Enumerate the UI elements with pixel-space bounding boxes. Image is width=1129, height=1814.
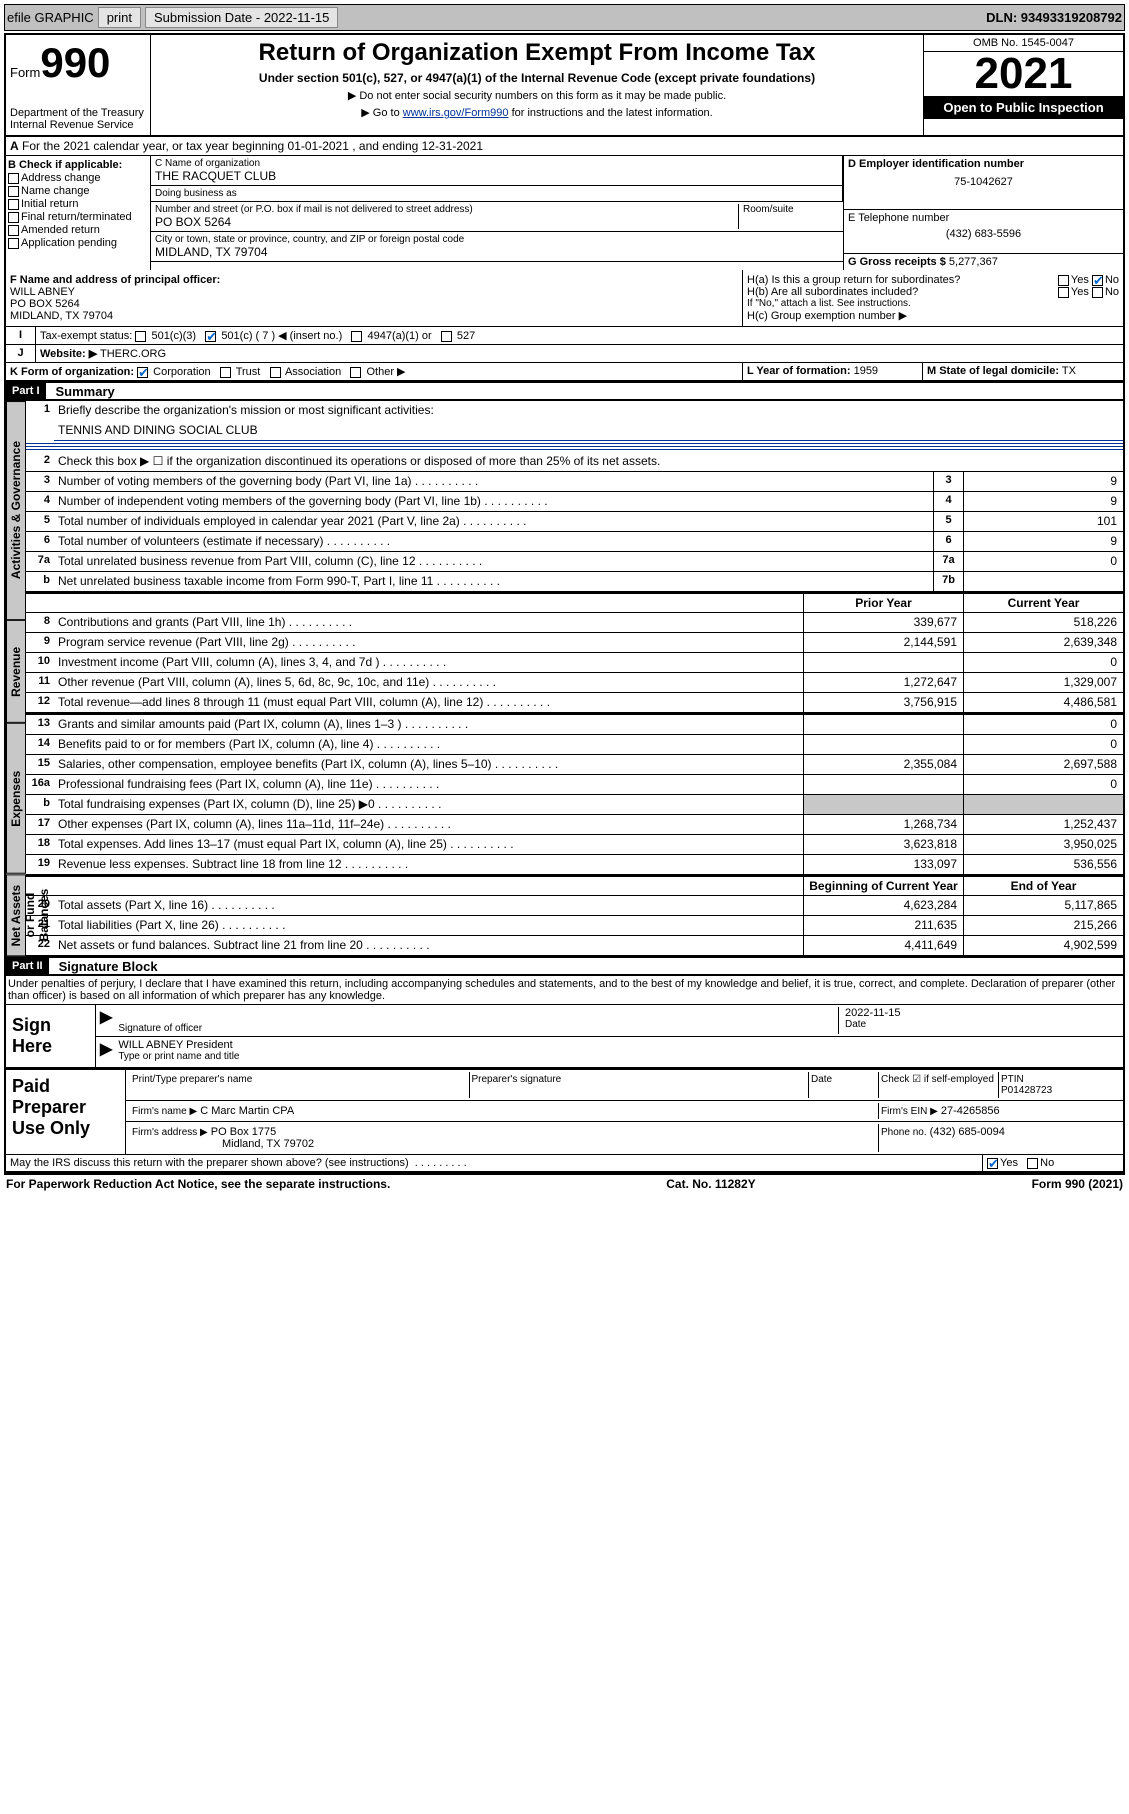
- officer-addr: PO BOX 5264: [10, 298, 738, 310]
- form-container: Form990 Department of the Treasury Inter…: [4, 33, 1125, 1175]
- goto-instruction: ▶ Go to www.irs.gov/Form990 for instruct…: [155, 106, 919, 119]
- sig-type-label: Type or print name and title: [118, 1051, 1119, 1062]
- year-formation: L Year of formation: 1959: [743, 363, 923, 380]
- tab-netassets: Net Assets or Fund Balances: [6, 874, 26, 956]
- ssn-warning: ▶ Do not enter social security numbers o…: [155, 89, 919, 102]
- city-label: City or town, state or province, country…: [155, 234, 839, 245]
- summary-line: bNet unrelated business taxable income f…: [26, 572, 1123, 592]
- tab-governance: Activities & Governance: [6, 401, 26, 620]
- form-subtitle: Under section 501(c), 527, or 4947(a)(1)…: [155, 71, 919, 85]
- summary-line: 11Other revenue (Part VIII, column (A), …: [26, 673, 1123, 693]
- dba-label: Doing business as: [155, 188, 838, 199]
- print-button[interactable]: print: [98, 7, 141, 28]
- mission-value: TENNIS AND DINING SOCIAL CLUB: [54, 421, 1123, 441]
- officer-block: F Name and address of principal officer:…: [6, 270, 743, 326]
- summary-line: 3Number of voting members of the governi…: [26, 472, 1123, 492]
- summary-line: 19Revenue less expenses. Subtract line 1…: [26, 855, 1123, 875]
- group-return-block: H(a) Is this a group return for subordin…: [743, 270, 1123, 326]
- line2-checkbox: Check this box ▶ ☐ if the organization d…: [54, 452, 1123, 471]
- summary-line: 17Other expenses (Part IX, column (A), l…: [26, 815, 1123, 835]
- room-label: Room/suite: [743, 204, 839, 215]
- tab-expenses: Expenses: [6, 723, 26, 874]
- summary-line: 6Total number of volunteers (estimate if…: [26, 532, 1123, 552]
- summary-line: 15Salaries, other compensation, employee…: [26, 755, 1123, 775]
- state-domicile: M State of legal domicile: TX: [923, 363, 1123, 380]
- ptin-value: P01428723: [1001, 1085, 1052, 1096]
- sig-date-label: Date: [845, 1019, 1119, 1030]
- prior-year-header: Prior Year: [803, 594, 963, 612]
- tab-revenue: Revenue: [6, 620, 26, 723]
- firm-name: C Marc Martin CPA: [200, 1105, 294, 1117]
- mission-label: Briefly describe the organization's miss…: [54, 401, 1123, 421]
- section-a-taxyear: A For the 2021 calendar year, or tax yea…: [6, 137, 1123, 156]
- sig-officer-label: Signature of officer: [118, 1023, 838, 1034]
- website-row: Website: ▶ THERC.ORG: [36, 345, 1123, 362]
- sig-date-value: 2022-11-15: [845, 1007, 1119, 1019]
- summary-line: 9Program service revenue (Part VIII, lin…: [26, 633, 1123, 653]
- sig-name-value: WILL ABNEY President: [118, 1039, 1119, 1051]
- firm-addr2: Midland, TX 79702: [222, 1138, 314, 1150]
- officer-name: WILL ABNEY: [10, 286, 738, 298]
- dept-label: Department of the Treasury: [10, 107, 146, 119]
- submission-date: Submission Date - 2022-11-15: [145, 7, 338, 28]
- org-name: THE RACQUET CLUB: [155, 169, 838, 183]
- summary-line: 5Total number of individuals employed in…: [26, 512, 1123, 532]
- public-inspection: Open to Public Inspection: [924, 96, 1123, 119]
- tax-exempt-row: Tax-exempt status: 501(c)(3) 501(c) ( 7 …: [36, 327, 1123, 344]
- begin-year-header: Beginning of Current Year: [803, 877, 963, 895]
- officer-city: MIDLAND, TX 79704: [10, 310, 738, 322]
- gross-receipts-label: G Gross receipts $: [848, 256, 946, 268]
- phone-value: (432) 683-5596: [848, 228, 1119, 240]
- summary-line: 18Total expenses. Add lines 13–17 (must …: [26, 835, 1123, 855]
- summary-line: 12Total revenue—add lines 8 through 11 (…: [26, 693, 1123, 713]
- summary-line: 8Contributions and grants (Part VIII, li…: [26, 613, 1123, 633]
- summary-line: bTotal fundraising expenses (Part IX, co…: [26, 795, 1123, 815]
- summary-line: 21Total liabilities (Part X, line 26)211…: [26, 916, 1123, 936]
- entity-block: B Check if applicable: Address change Na…: [6, 156, 1123, 270]
- dln-label: DLN: 93493319208792: [986, 10, 1122, 25]
- ein-label: D Employer identification number: [848, 158, 1119, 170]
- summary-line: 22Net assets or fund balances. Subtract …: [26, 936, 1123, 956]
- city-value: MIDLAND, TX 79704: [155, 245, 839, 259]
- summary-line: 16aProfessional fundraising fees (Part I…: [26, 775, 1123, 795]
- firm-phone: (432) 685-0094: [930, 1126, 1005, 1138]
- part2-header: Part II Signature Block: [6, 956, 1123, 976]
- irs-label: Internal Revenue Service: [10, 119, 146, 131]
- website-value: THERC.ORG: [100, 348, 166, 360]
- summary-line: 14Benefits paid to or for members (Part …: [26, 735, 1123, 755]
- paid-preparer-label: Paid Preparer Use Only: [6, 1070, 126, 1154]
- current-year-header: Current Year: [963, 594, 1123, 612]
- address-value: PO BOX 5264: [155, 215, 738, 229]
- form-of-org-row: K Form of organization: Corporation Trus…: [6, 363, 743, 380]
- perjury-declaration: Under penalties of perjury, I declare th…: [6, 976, 1123, 1004]
- checkbox-column-b: B Check if applicable: Address change Na…: [6, 156, 151, 270]
- discuss-preparer: May the IRS discuss this return with the…: [6, 1155, 983, 1171]
- efile-topbar: efile GRAPHIC print Submission Date - 20…: [4, 4, 1125, 31]
- summary-line: 13Grants and similar amounts paid (Part …: [26, 715, 1123, 735]
- ein-value: 75-1042627: [848, 176, 1119, 188]
- summary-line: 7aTotal unrelated business revenue from …: [26, 552, 1123, 572]
- summary-line: 4Number of independent voting members of…: [26, 492, 1123, 512]
- end-year-header: End of Year: [963, 877, 1123, 895]
- form-version: Form 990 (2021): [1032, 1177, 1123, 1191]
- gross-receipts-value: 5,277,367: [949, 256, 998, 268]
- irs-link[interactable]: www.irs.gov/Form990: [403, 107, 509, 119]
- org-name-label: C Name of organization: [155, 158, 838, 169]
- pra-notice: For Paperwork Reduction Act Notice, see …: [6, 1177, 390, 1191]
- firm-ein: 27-4265856: [941, 1105, 1000, 1117]
- part1-header: Part I Summary: [6, 382, 1123, 401]
- summary-line: 20Total assets (Part X, line 16)4,623,28…: [26, 896, 1123, 916]
- sign-here-label: Sign Here: [6, 1005, 96, 1067]
- tax-year: 2021: [924, 52, 1123, 96]
- phone-label: E Telephone number: [848, 212, 1119, 224]
- summary-line: 10Investment income (Part VIII, column (…: [26, 653, 1123, 673]
- form-title: Return of Organization Exempt From Incom…: [155, 39, 919, 67]
- form-footer: For Paperwork Reduction Act Notice, see …: [4, 1175, 1125, 1193]
- address-label: Number and street (or P.O. box if mail i…: [155, 204, 738, 215]
- cat-number: Cat. No. 11282Y: [666, 1177, 755, 1191]
- form-header: Form990 Department of the Treasury Inter…: [6, 35, 1123, 137]
- efile-label: efile GRAPHIC: [7, 10, 94, 25]
- firm-addr: PO Box 1775: [211, 1126, 276, 1138]
- form-number: Form990: [10, 39, 146, 87]
